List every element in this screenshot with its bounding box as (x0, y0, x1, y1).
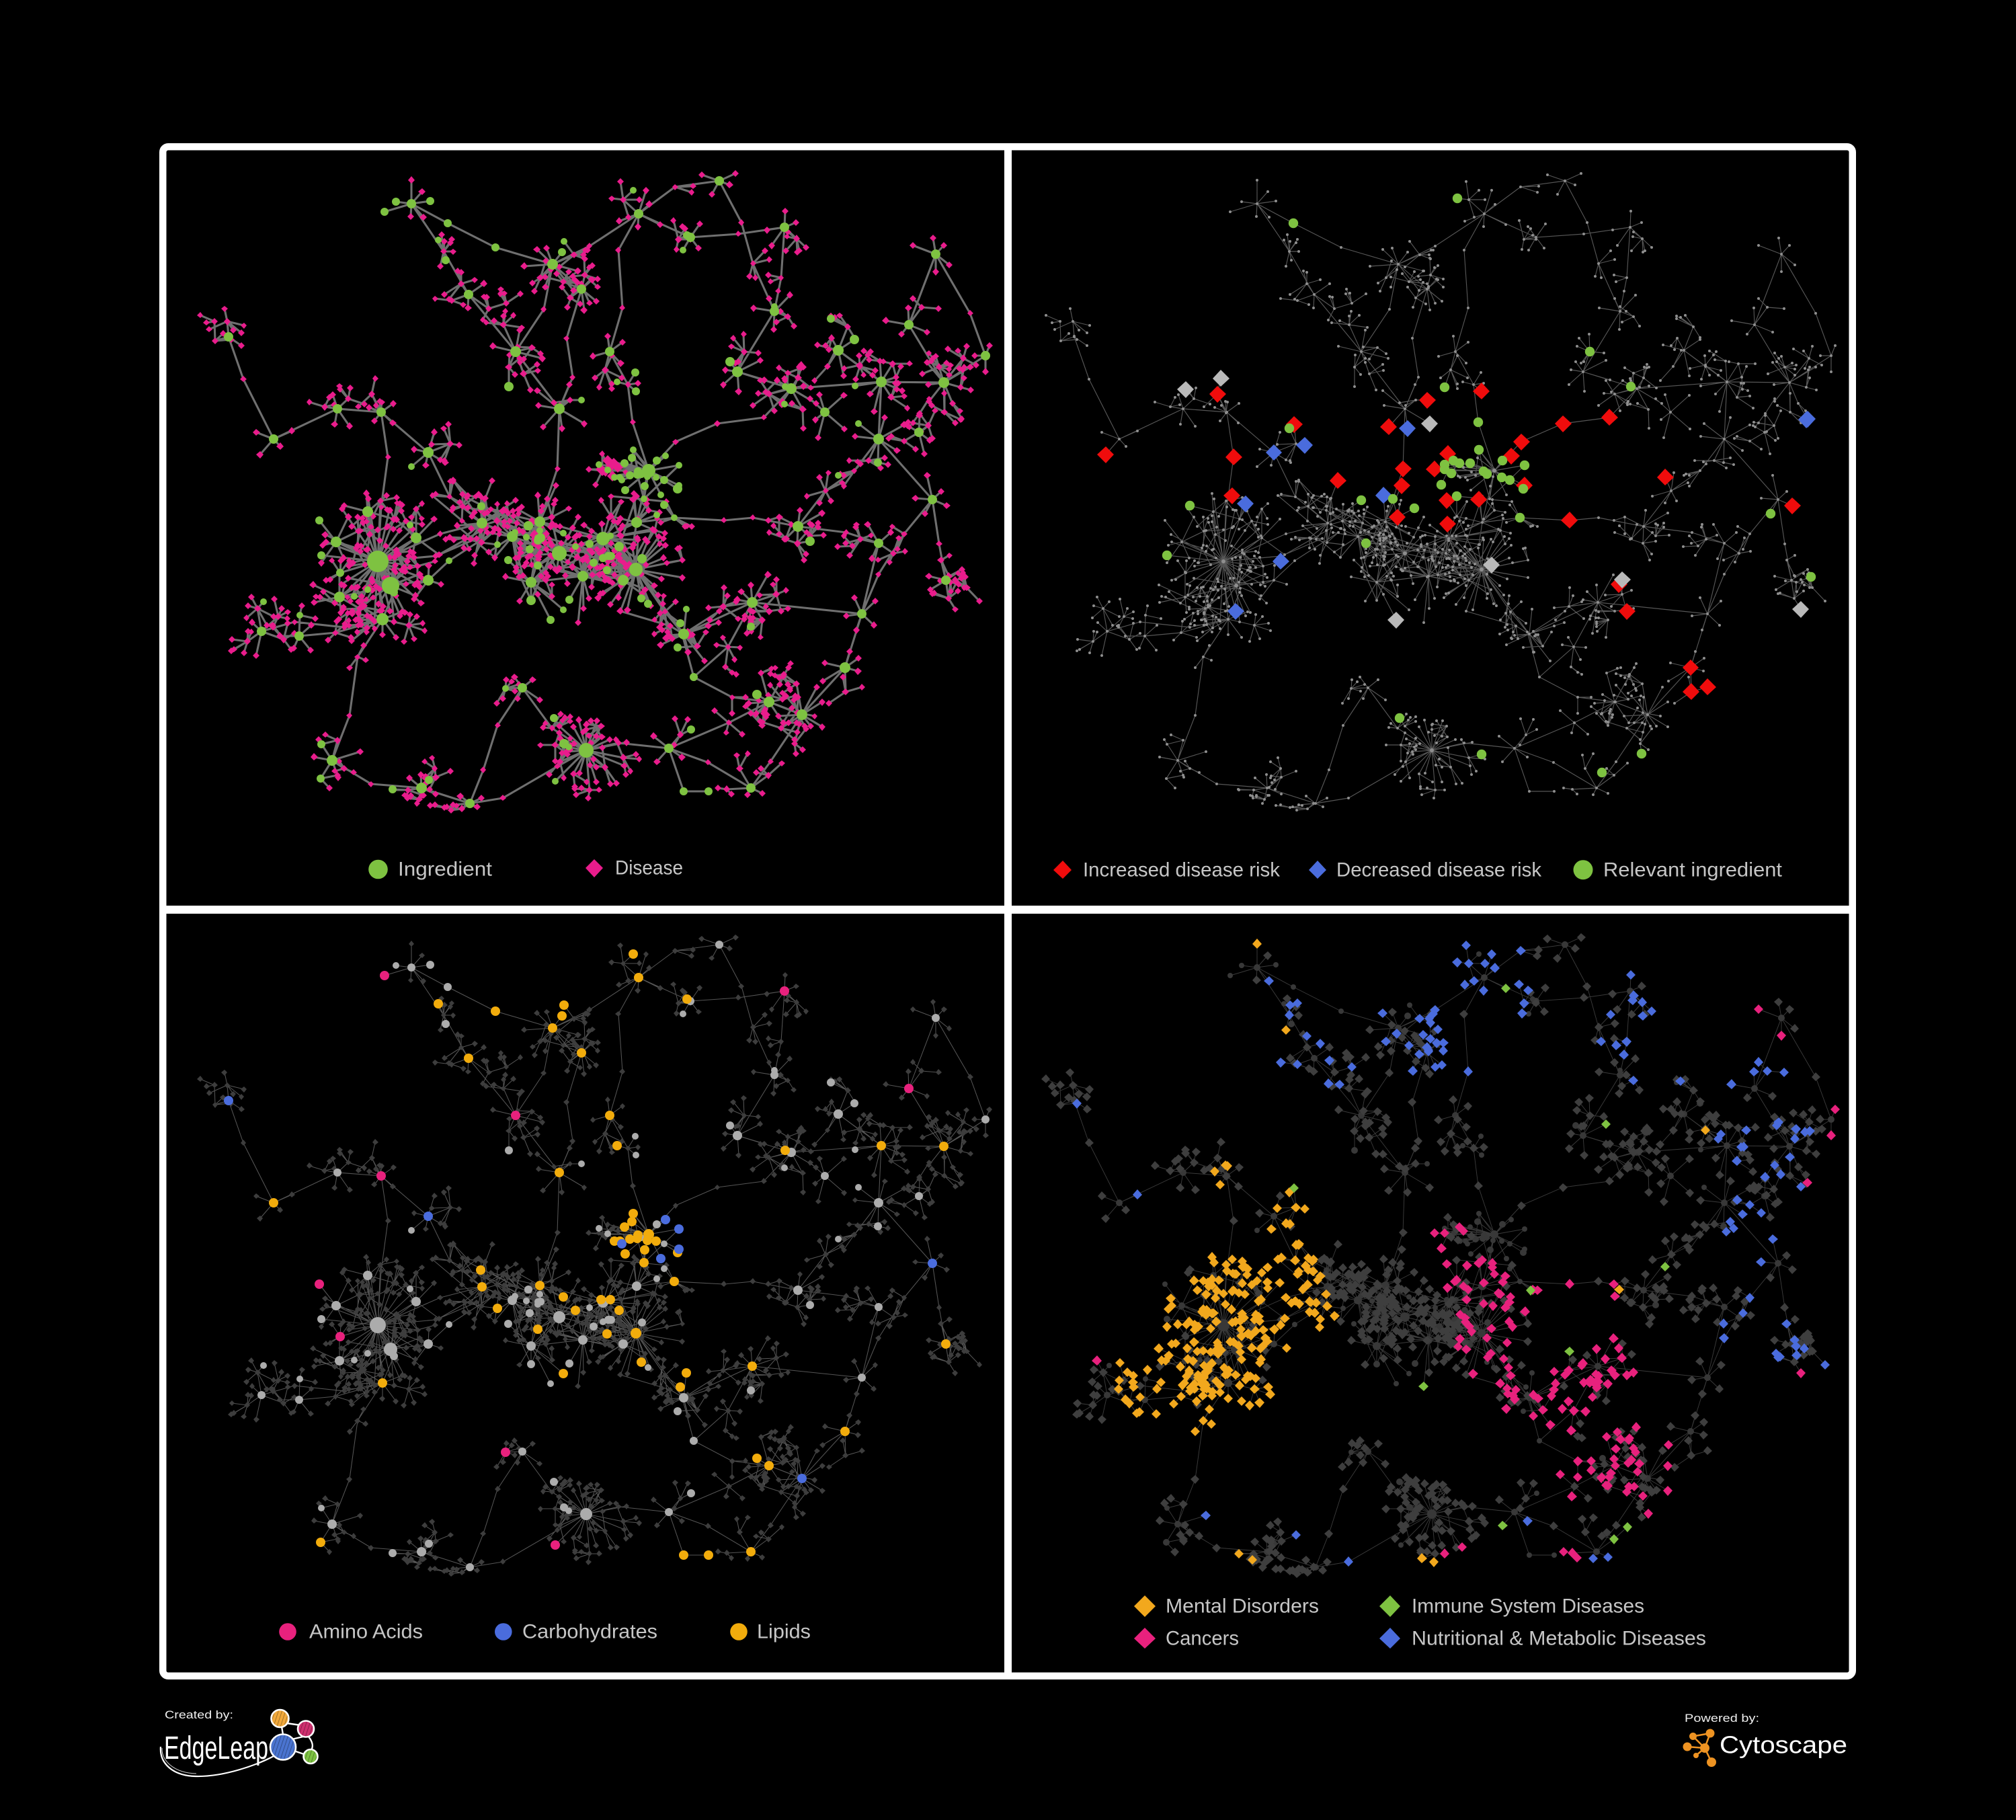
svg-text:Mental Disorders: Mental Disorders (1166, 1595, 1319, 1618)
svg-text:Carbohydrates: Carbohydrates (522, 1621, 657, 1643)
svg-text:Immune System Diseases: Immune System Diseases (1412, 1595, 1644, 1618)
svg-text:Amino Acids: Amino Acids (309, 1621, 423, 1643)
svg-text:Increased disease risk: Increased disease risk (1083, 859, 1281, 881)
svg-text:Disease: Disease (615, 857, 683, 879)
svg-text:Created by:: Created by: (165, 1708, 233, 1721)
svg-text:Relevant ingredient: Relevant ingredient (1603, 859, 1783, 881)
svg-text:EdgeLeap: EdgeLeap (164, 1731, 268, 1766)
svg-text:Powered by:: Powered by: (1685, 1712, 1759, 1725)
svg-text:Nutritional & Metabolic Diseas: Nutritional & Metabolic Diseases (1412, 1628, 1706, 1650)
svg-text:Cancers: Cancers (1166, 1628, 1239, 1650)
svg-text:Lipids: Lipids (757, 1621, 811, 1643)
svg-text:Decreased disease risk: Decreased disease risk (1336, 859, 1542, 881)
svg-text:Ingredient: Ingredient (398, 859, 493, 881)
svg-text:Cytoscape: Cytoscape (1720, 1731, 1847, 1759)
